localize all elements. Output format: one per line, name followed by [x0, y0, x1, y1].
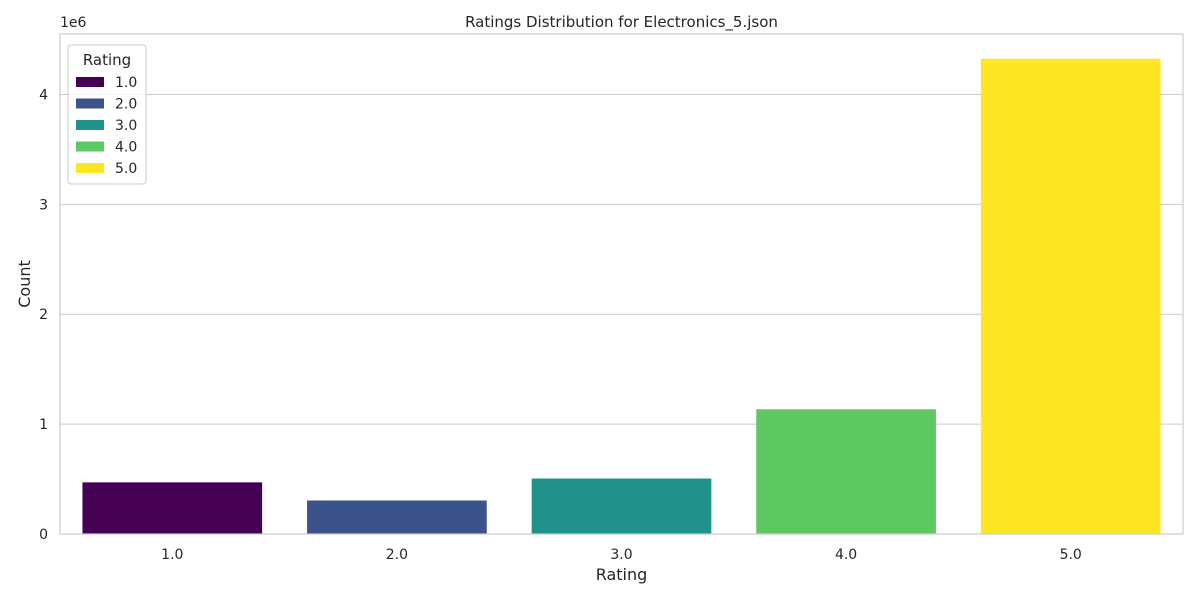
bars [82, 58, 1161, 534]
y-tick-label: 3 [39, 197, 48, 213]
bar [82, 482, 263, 534]
legend-label: 5.0 [115, 161, 137, 177]
x-tick-label: 1.0 [161, 547, 183, 563]
y-axis-label: Count [15, 260, 34, 308]
legend-swatch [76, 120, 104, 130]
legend-swatch [76, 98, 104, 109]
x-tick-label: 3.0 [610, 547, 632, 563]
legend-label: 2.0 [115, 97, 137, 113]
y-tick-label: 1 [39, 417, 48, 433]
legend-swatch [76, 77, 104, 87]
legend-label: 4.0 [115, 140, 137, 156]
bar [531, 478, 712, 534]
chart-title: Ratings Distribution for Electronics_5.j… [465, 13, 778, 32]
legend-label: 3.0 [115, 118, 137, 134]
bar [756, 409, 936, 534]
x-axis-label: Rating [596, 565, 648, 584]
legend-swatch [76, 141, 104, 152]
bar [307, 500, 487, 534]
legend-items: 1.0 2.0 3.0 4.0 5.0 [76, 75, 137, 177]
x-tick-label: 5.0 [1060, 547, 1082, 563]
x-tick-label: 2.0 [386, 547, 408, 563]
y-tick-label: 4 [39, 87, 48, 103]
plot-border [59, 33, 1184, 535]
bar [980, 58, 1161, 534]
legend-title: Rating [83, 51, 131, 69]
legend-label: 1.0 [115, 75, 137, 91]
y-axis-offset-label: 1e6 [60, 15, 87, 31]
legend: Rating 1.0 2.0 3.0 4.0 5.0 [67, 44, 147, 185]
legend-swatch [76, 163, 104, 173]
tick-labels: 0 1 2 3 4 1.0 2.0 3.0 4.0 5.0 [39, 87, 1082, 563]
y-tick-label: 0 [39, 527, 48, 543]
y-tick-label: 2 [39, 307, 48, 323]
plot-frame [59, 33, 1184, 535]
x-tick-label: 4.0 [835, 547, 857, 563]
